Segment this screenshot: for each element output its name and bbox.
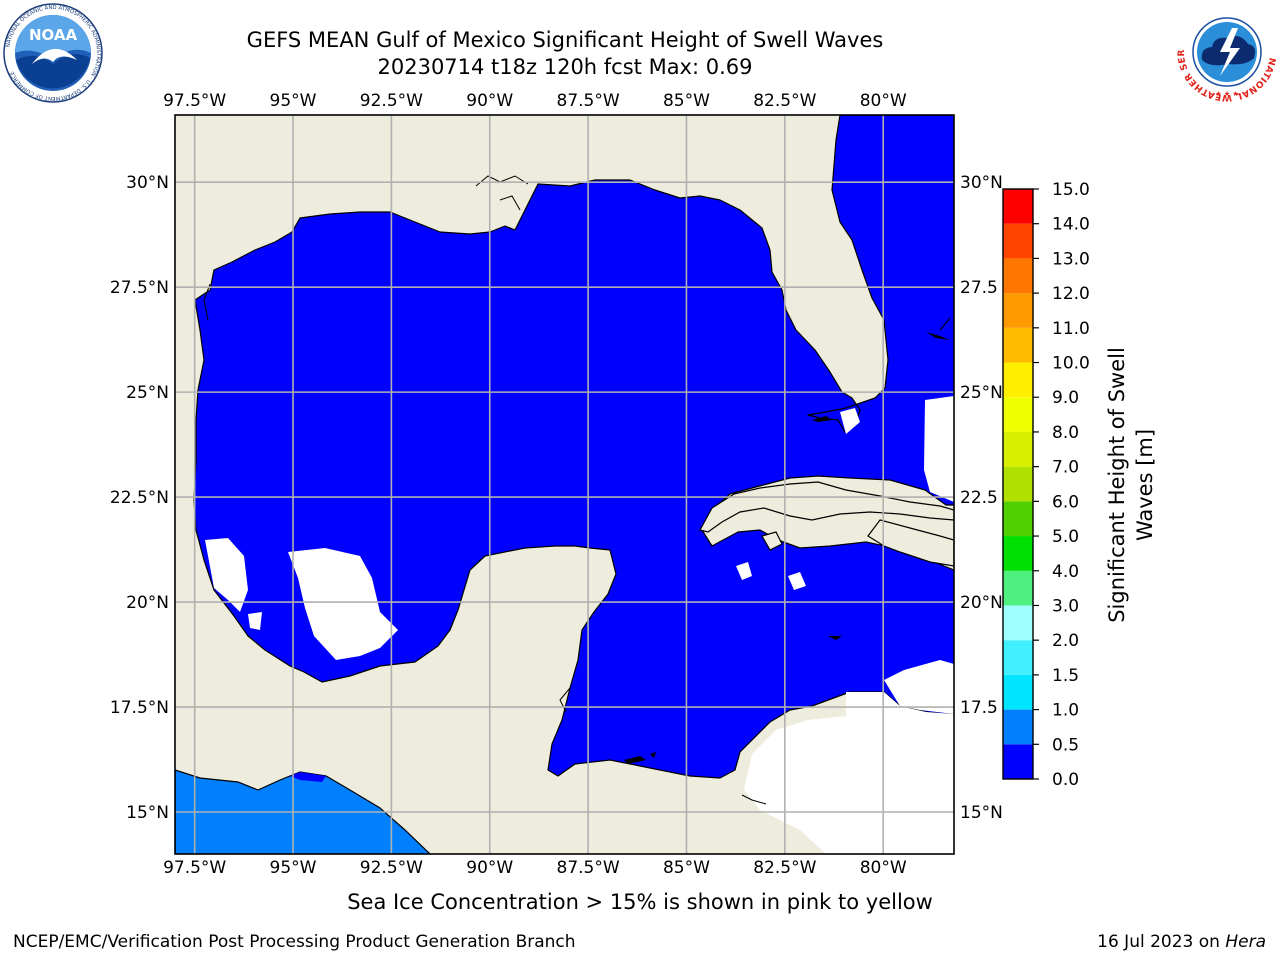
colorbar-tick-label: 6.0 (1052, 492, 1079, 512)
noaa-logo-badge: NOAA (29, 26, 78, 44)
lon-tick-bottom: 92.5°W (360, 858, 423, 878)
lat-ticks-right: 30°N 27.5 25°N 22.5 20°N 17.5 15°N (960, 173, 1003, 823)
lon-tick-top: 92.5°W (360, 91, 423, 111)
caption: Sea Ice Concentration > 15% is shown in … (0, 890, 1280, 914)
lat-tick-left: 22.5°N (110, 488, 169, 508)
map-title: GEFS MEAN Gulf of Mexico Significant Hei… (246, 28, 884, 52)
lat-tick-right: 30°N (960, 173, 1003, 193)
noaa-logo: NATIONAL OCEANIC AND ATMOSPHERIC ADMINIS… (3, 3, 103, 103)
colorbar-bin (1003, 327, 1033, 363)
lon-ticks-top: 97.5°W 95°W 92.5°W 90°W 87.5°W 85°W 82.5°W 80°W (163, 91, 907, 111)
lon-tick-top: 90°W (466, 91, 513, 111)
colorbar-tick-label: 9.0 (1052, 388, 1079, 408)
lat-tick-left: 20°N (126, 593, 169, 613)
lat-tick-left: 30°N (126, 173, 169, 193)
lat-tick-right: 17.5 (960, 698, 998, 718)
colorbar-bin (1003, 744, 1033, 779)
isla-de-la-juventud (761, 531, 783, 551)
colorbar-frame (1002, 188, 1034, 780)
colorbar (1003, 189, 1033, 779)
colorbar-tick-label: 14.0 (1052, 215, 1090, 235)
lon-tick-top: 85°W (663, 91, 710, 111)
colorbar-tick-label: 7.0 (1052, 458, 1079, 478)
caption-text: Sea Ice Concentration > 15% is shown in … (347, 890, 933, 914)
lon-tick-bottom: 90°W (466, 858, 513, 878)
footer-host: Hera (1225, 932, 1266, 952)
lat-tick-left: 25°N (126, 383, 169, 403)
colorbar-tick-label: 3.0 (1052, 596, 1079, 616)
footer-date-text: 16 Jul 2023 on (1097, 932, 1226, 952)
lat-tick-left: 15°N (126, 803, 169, 823)
lon-tick-top: 97.5°W (163, 91, 226, 111)
lat-tick-right: 27.5 (960, 278, 998, 298)
colorbar-tick-label: 5.0 (1052, 527, 1079, 547)
lon-tick-bottom: 97.5°W (163, 858, 226, 878)
lon-tick-bottom: 80°W (860, 858, 907, 878)
colorbar-bin (1003, 431, 1033, 467)
no-data-patches (205, 396, 954, 854)
colorbar-bin (1003, 640, 1033, 675)
colorbar-tick-label: 0.5 (1052, 735, 1079, 755)
lat-tick-right: 15°N (960, 803, 1003, 823)
cuba-landmass (699, 481, 954, 533)
colorbar-bin (1003, 293, 1033, 328)
colorbar-tick-label: 0.0 (1052, 770, 1079, 790)
colorbar-tick-label: 15.0 (1052, 180, 1090, 200)
colorbar-bin (1003, 674, 1033, 710)
colorbar-label-line1: Significant Height of Swell (1105, 347, 1129, 623)
colorbar-tick-label: 1.0 (1052, 701, 1079, 721)
colorbar-tick-label: 13.0 (1052, 249, 1090, 269)
lon-tick-top: 82.5°W (753, 91, 816, 111)
colorbar-bin (1003, 189, 1033, 224)
lon-tick-bottom: 85°W (663, 858, 710, 878)
colorbar-bin (1003, 570, 1033, 606)
colorbar-tick-label: 11.0 (1052, 319, 1090, 339)
lon-tick-top: 87.5°W (557, 91, 620, 111)
lon-ticks-bottom: 97.5°W 95°W 92.5°W 90°W 87.5°W 85°W 82.5°W 80°W (163, 858, 907, 878)
colorbar-bin (1003, 536, 1033, 571)
colorbar-bin (1003, 223, 1033, 259)
lon-tick-bottom: 95°W (270, 858, 317, 878)
lon-tick-bottom: 82.5°W (753, 858, 816, 878)
colorbar-tick-label: 10.0 (1052, 354, 1090, 374)
svg-text:★ ★ ★: ★ ★ ★ (1215, 90, 1238, 98)
lon-tick-bottom: 87.5°W (557, 858, 620, 878)
ocean-pacific-deep (290, 772, 326, 782)
colorbar-bin (1003, 501, 1033, 537)
map-area (175, 115, 954, 854)
gridlines (175, 115, 954, 854)
colorbar-bin (1003, 605, 1033, 641)
colorbar-tick-label: 4.0 (1052, 562, 1079, 582)
colorbar-bin (1003, 362, 1033, 398)
small-islands (624, 332, 950, 764)
lon-tick-top: 80°W (860, 91, 907, 111)
colorbar-bin (1003, 258, 1033, 294)
colorbar-tick-label: 1.5 (1052, 666, 1079, 686)
colorbar-label-line2: Waves [m] (1133, 429, 1157, 541)
nws-logo: NATIONAL WEATHER SERVICE ★ ★ ★ (1176, 2, 1276, 102)
colorbar-bin (1003, 466, 1033, 502)
lat-tick-left: 27.5°N (110, 278, 169, 298)
colorbar-tick-label: 8.0 (1052, 423, 1079, 443)
lat-tick-left: 17.5°N (110, 698, 169, 718)
colorbar-bin (1003, 397, 1033, 432)
lat-ticks-left: 30°N 27.5°N 25°N 22.5°N 20°N 17.5°N 15°N (110, 173, 169, 823)
footer-date: 16 Jul 2023 on Hera (1097, 932, 1266, 952)
map-subtitle: 20230714 t18z 120h fcst Max: 0.69 (377, 55, 753, 79)
hispaniola-landmass (867, 519, 954, 567)
lon-tick-top: 95°W (270, 91, 317, 111)
footer-credit: NCEP/EMC/Verification Post Processing Pr… (13, 932, 576, 952)
lat-tick-right: 25°N (960, 383, 1003, 403)
colorbar-tick-label: 12.0 (1052, 284, 1090, 304)
colorbar-label: Significant Height of Swell Waves [m] (1105, 347, 1157, 623)
lat-tick-right: 22.5 (960, 488, 998, 508)
lat-tick-right: 20°N (960, 593, 1003, 613)
colorbar-ticks: 15.0 14.0 13.0 12.0 11.0 10.0 9.0 8.0 7.0 6.0 5.0 4… (1033, 180, 1090, 790)
colorbar-bin (1003, 709, 1033, 745)
map-frame (174, 114, 955, 855)
colorbar-tick-label: 2.0 (1052, 631, 1079, 651)
